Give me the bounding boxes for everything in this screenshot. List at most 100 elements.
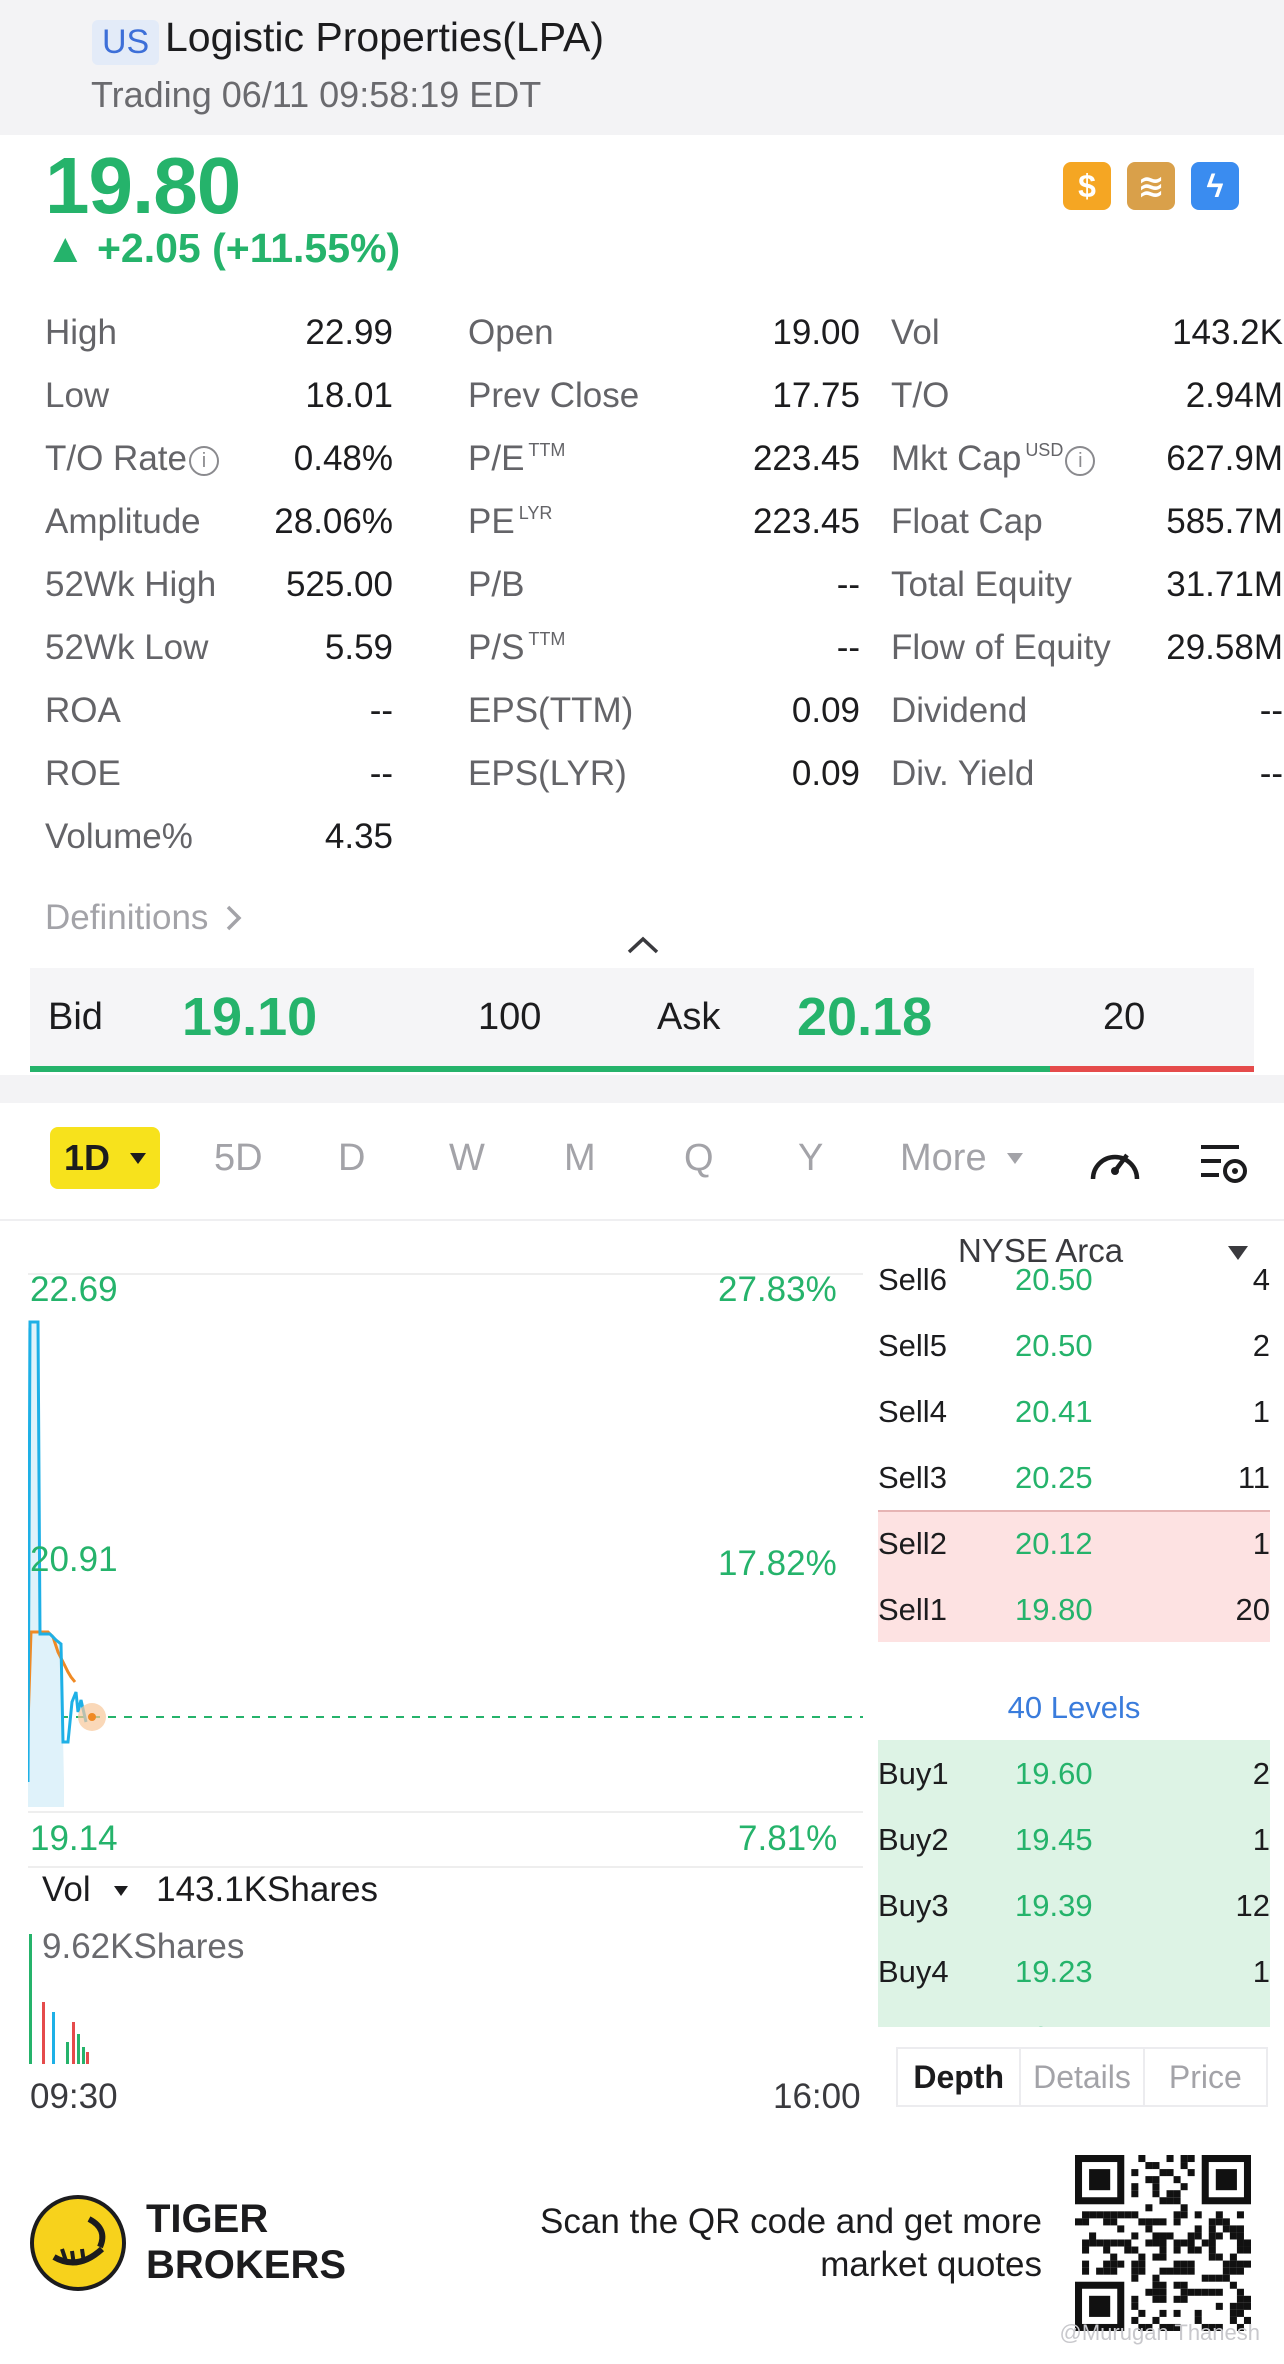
sell-level[interactable]: Sell6 20.50 4: [878, 1246, 1270, 1312]
sell-level[interactable]: Sell2 20.12 1: [878, 1510, 1270, 1576]
section-divider: [0, 1075, 1284, 1103]
layers-icon[interactable]: ≋: [1127, 162, 1175, 210]
indicator-settings-icon[interactable]: [1195, 1133, 1255, 1193]
stat-value: 0.09: [791, 691, 860, 730]
tab-y[interactable]: Y: [798, 1137, 824, 1179]
tab-d[interactable]: D: [338, 1137, 366, 1179]
time-end-label: 16:00: [773, 2077, 861, 2116]
definitions-link[interactable]: Definitions: [45, 898, 244, 938]
stat-label: Vol: [891, 313, 940, 353]
stat-label: P/S TTM: [468, 628, 565, 668]
stat-label: EPS(LYR): [468, 754, 627, 794]
header: US Logistic Properties(LPA) Trading 06/1…: [0, 0, 1284, 135]
dollar-icon[interactable]: $: [1063, 162, 1111, 210]
info-icon[interactable]: i: [188, 446, 219, 476]
stat-value: --: [836, 628, 860, 667]
sell-level[interactable]: Sell5 20.50 2: [878, 1312, 1270, 1378]
stat-label-text: ROA: [45, 691, 121, 730]
tiger-logo-icon: [30, 2195, 126, 2291]
level-price: 20.25: [1015, 1460, 1093, 1495]
speedometer-icon[interactable]: [1085, 1133, 1145, 1193]
stat-label-text: ROE: [45, 754, 121, 793]
stat-label: Low: [45, 376, 109, 416]
tab-m[interactable]: M: [564, 1137, 596, 1179]
stat-item: Div. Yield --: [891, 746, 1283, 809]
levels-link[interactable]: 40 Levels: [1007, 1690, 1141, 1725]
stat-item: T/O 2.94M: [891, 368, 1283, 431]
buy-level[interactable]: Buy4 19.23 1: [878, 1938, 1270, 2004]
lightning-icon[interactable]: ϟ: [1191, 162, 1239, 210]
stat-label: PE LYR: [468, 502, 552, 542]
stat-value: 18.01: [305, 376, 393, 415]
level-name: Sell5: [878, 1328, 947, 1363]
stat-label: Total Equity: [891, 565, 1072, 605]
tab-1d-label: 1D: [64, 1137, 111, 1178]
stat-label: T/O Rate i: [45, 439, 219, 479]
stat-label: EPS(TTM): [468, 691, 633, 731]
stat-item: Float Cap 585.7M: [891, 494, 1283, 557]
stat-label-text: Div. Yield: [891, 754, 1035, 793]
stat-item: Volume% 4.35: [45, 809, 393, 872]
avg-price-line: [28, 1630, 77, 1725]
stat-item: High 22.99: [45, 305, 393, 368]
ask-label: Ask: [657, 996, 721, 1038]
stat-value: 5.59: [324, 628, 393, 667]
buy-level[interactable]: Buy2 19.45 1: [878, 1806, 1270, 1872]
stat-value: 22.99: [305, 313, 393, 352]
info-icon[interactable]: i: [1065, 446, 1096, 476]
level-size: 2: [1252, 1328, 1270, 1363]
pct-high-label: 27.83%: [718, 1270, 837, 1309]
exchange-selector[interactable]: NYSE Arca: [878, 1232, 1270, 1282]
stat-value: 29.58M: [1166, 628, 1283, 667]
buy-level[interactable]: Buy3 19.39 12: [878, 1872, 1270, 1938]
intraday-chart[interactable]: 22.69 27.83% 20.91 17.82% 19.14 7.81%: [28, 1222, 868, 2102]
level-price: 19.39: [1015, 1888, 1093, 1923]
stat-superscript: LYR: [518, 503, 553, 523]
level-name: Sell4: [878, 1394, 947, 1429]
bid-size: 100: [478, 996, 542, 1038]
price-low-label: 19.14: [30, 1819, 118, 1858]
ask-ratio-bar: [1049, 1066, 1254, 1072]
level-name: Buy3: [878, 1888, 949, 1923]
stat-value: 525.00: [285, 565, 393, 604]
chevron-up-icon[interactable]: [623, 930, 663, 960]
stat-label: Flow of Equity: [891, 628, 1111, 668]
stat-label-text: Amplitude: [45, 502, 201, 541]
last-price: 19.80: [45, 141, 241, 230]
tab-w[interactable]: W: [449, 1137, 485, 1179]
stat-label-text: Float Cap: [891, 502, 1043, 541]
volume-selector[interactable]: Vol 143.1KShares: [42, 1870, 378, 1910]
stat-label-text: P/E: [468, 439, 525, 478]
stat-label-text: T/O: [891, 376, 950, 415]
pct-mid-label: 17.82%: [718, 1544, 837, 1583]
bid-price: 19.10: [182, 987, 318, 1047]
level-size: 20: [1235, 1592, 1270, 1627]
current-price-marker: [88, 1713, 96, 1721]
tab-details[interactable]: Details: [1021, 2049, 1145, 2105]
stat-label: Amplitude: [45, 502, 201, 542]
stat-label: Div. Yield: [891, 754, 1034, 794]
tab-depth[interactable]: Depth: [898, 2049, 1022, 2105]
stat-label: High: [45, 313, 117, 353]
level-price: 20.50: [1015, 1328, 1093, 1363]
stat-label: Prev Close: [468, 376, 639, 416]
tab-1d[interactable]: 1D: [50, 1127, 161, 1189]
sell-level[interactable]: Sell4 20.41 1: [878, 1378, 1270, 1444]
tab-price[interactable]: Price: [1168, 2059, 1242, 2095]
buy-level[interactable]: Buy1 19.60 2: [878, 1740, 1270, 1806]
stat-label-text: EPS(TTM): [468, 691, 634, 730]
stat-value: 4.35: [324, 817, 393, 856]
tab-q[interactable]: Q: [684, 1137, 714, 1179]
volume-label: Vol: [42, 1870, 91, 1909]
sell-level[interactable]: Sell1 19.80 20: [878, 1576, 1270, 1642]
volume-total: 143.1KShares: [156, 1870, 378, 1909]
period-tabs: 1D 5D D W M Q Y More: [0, 1103, 1284, 1221]
exchange-name: NYSE Arca: [958, 1232, 1124, 1269]
tab-more[interactable]: More: [900, 1137, 1024, 1180]
stat-label: 52Wk Low: [45, 628, 208, 668]
tab-5d[interactable]: 5D: [214, 1137, 263, 1179]
stat-value: 28.06%: [274, 502, 393, 541]
stats-row: Low 18.01 Prev Close 17.75 T/O 2.94M: [45, 368, 1283, 431]
sell-level[interactable]: Sell3 20.25 11: [878, 1444, 1270, 1510]
volume-bar: [82, 2047, 85, 2064]
